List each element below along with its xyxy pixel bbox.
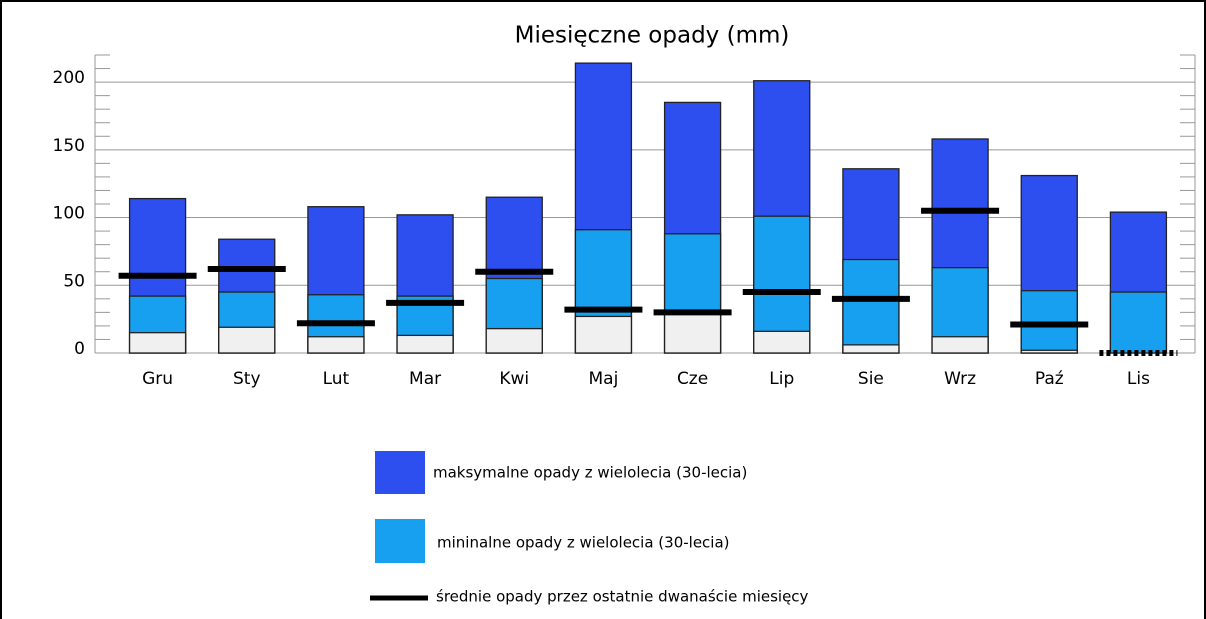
x-tick-label: Cze (677, 369, 708, 389)
bar (842, 344, 900, 354)
y-tick-label: 0 (74, 339, 85, 359)
x-tick-label: Paź (1035, 369, 1064, 389)
x-tick-label: Lip (769, 369, 794, 389)
y-tick-label: 100 (53, 204, 85, 224)
x-tick-label: Maj (589, 369, 619, 389)
bar (485, 327, 543, 354)
x-tick-label: Sty (233, 369, 261, 389)
x-tick-label: Lis (1127, 369, 1150, 389)
bar (842, 258, 900, 354)
bar (218, 326, 276, 354)
x-tick-label: Sie (858, 369, 884, 389)
x-tick-label: Kwi (499, 369, 529, 389)
x-tick-label: Lut (323, 369, 350, 389)
legend-swatch (375, 451, 425, 494)
x-tick-label: Mar (409, 369, 441, 389)
legend-label: mininalne opady z wielolecia (30-lecia) (437, 534, 730, 552)
chart-title: Miesięczne opady (mm) (515, 23, 790, 49)
bar (753, 330, 811, 354)
legend-swatch (375, 519, 425, 563)
bar (128, 332, 187, 354)
bar (1109, 291, 1168, 354)
bar (931, 336, 989, 354)
y-tick-label: 200 (53, 68, 85, 88)
legend-label: maksymalne opady z wielolecia (30-lecia) (433, 464, 747, 482)
x-tick-label: Gru (142, 369, 173, 389)
y-tick-label: 50 (63, 271, 85, 291)
x-tick-label: Wrz (944, 369, 976, 389)
y-tick-label: 150 (53, 136, 85, 156)
legend-label: średnie opady przez ostatnie dwanaście m… (436, 588, 809, 606)
bar (663, 311, 722, 354)
bar (574, 315, 633, 354)
bar (307, 336, 365, 354)
bar (396, 334, 454, 354)
bar (1020, 349, 1078, 354)
